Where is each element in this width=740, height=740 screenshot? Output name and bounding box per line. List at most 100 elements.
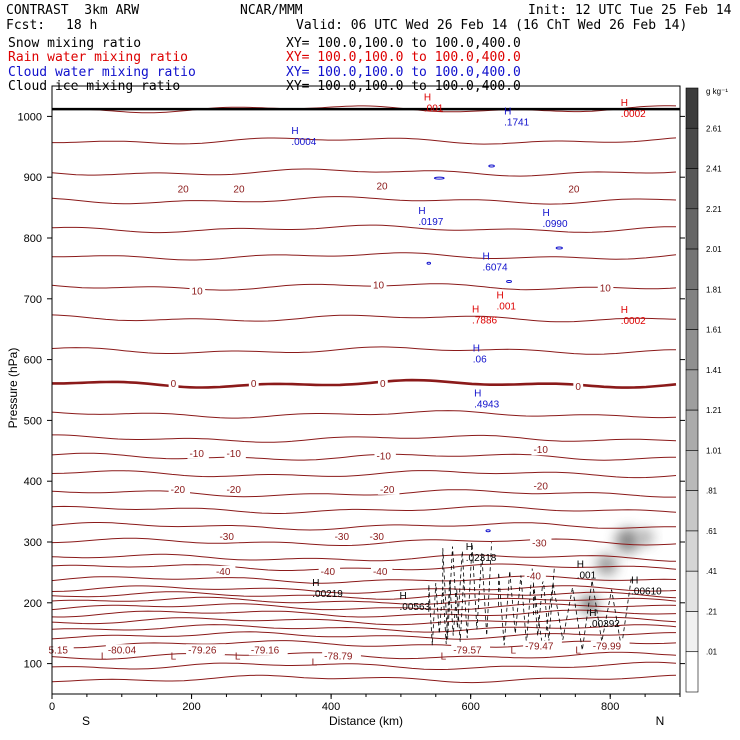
temperature-label: -10 — [226, 449, 241, 460]
colorbar: 2.61 2.41 2.21 2.01 1.81 1.61 1.41 1.21 1.01 .81.… — [685, 87, 722, 693]
isotherm-line — [51, 522, 677, 531]
isotherm-line — [51, 452, 677, 461]
maximum-value-label: .001 — [496, 302, 516, 313]
isotherm-line — [51, 674, 677, 684]
temperature-label-bg — [573, 381, 584, 392]
model-title: CONTRAST 3km ARW — [6, 3, 140, 18]
colorbar-swatch — [685, 530, 699, 572]
isotherm-line — [51, 314, 677, 323]
high-marker: H — [399, 591, 406, 602]
y-tick-label: 700 — [24, 294, 42, 306]
colorbar-label: 1.21 — [706, 406, 722, 415]
temperature-label: 0 — [575, 382, 581, 393]
snow-contour — [498, 566, 555, 646]
temperature-label: -30 — [532, 538, 547, 549]
maximum-value-label: .02318 — [466, 553, 497, 564]
colorbar-swatch — [685, 409, 699, 451]
y-tick-label: 600 — [24, 355, 42, 367]
temperature-label-bg — [590, 640, 630, 652]
high-marker: H — [483, 252, 490, 263]
temperature-label-bg — [531, 444, 553, 456]
contour-label-layer: -80.04 -79.26 -79.16 -78.79 -79.57 -79.47 -79.… — [46, 92, 662, 668]
y-tick-label: 100 — [24, 659, 42, 671]
temperature-label: 10 — [373, 280, 385, 291]
temperature-label: -20 — [226, 485, 241, 496]
temperature-label-bg — [374, 450, 396, 462]
high-marker: H — [621, 98, 628, 109]
colorbar-swatch — [685, 208, 699, 250]
org-label: NCAR/MMM — [240, 3, 303, 18]
maximum-value-label: .0197 — [418, 217, 443, 228]
temperature-label: 20 — [376, 181, 388, 192]
low-marker: L — [441, 651, 447, 662]
isotherm-line — [51, 609, 677, 618]
snow-contour-layer — [428, 542, 632, 652]
temperature-label-bg — [187, 447, 209, 459]
temperature-label-bg — [46, 644, 74, 656]
isotherm-line — [51, 470, 677, 479]
temperature-label-bg — [224, 447, 246, 459]
low-marker: L — [312, 657, 318, 668]
legend-rain: Rain water mixing ratio — [8, 50, 189, 65]
isotherm-layer — [51, 105, 680, 684]
temperature-label-bg — [175, 183, 192, 195]
isotherm-line — [51, 224, 676, 234]
legend-rain-xy: XY= 100.0,100.0 to 100.0,400.0 — [286, 50, 521, 65]
isotherm-line — [51, 537, 677, 546]
colorbar-label: .41 — [706, 567, 718, 576]
high-marker: H — [474, 388, 481, 399]
temperature-label: -30 — [369, 532, 384, 543]
temperature-label: 5.15 — [49, 645, 69, 656]
high-marker: H — [577, 559, 584, 570]
isotherm-line — [52, 252, 677, 261]
colorbar-swatch — [685, 490, 699, 532]
maximum-value-label: .0002 — [621, 316, 646, 327]
temperature-label: -30 — [335, 532, 350, 543]
temperature-label: -10 — [533, 445, 548, 456]
temperature-label: -20 — [533, 482, 548, 493]
temperature-label: 10 — [600, 284, 612, 295]
temperature-label-bg — [248, 377, 259, 389]
y-tick-label: 400 — [24, 476, 42, 488]
colorbar-label: 2.21 — [706, 205, 722, 214]
colorbar-label: 1.81 — [706, 285, 722, 294]
colorbar-swatch — [685, 248, 699, 290]
isotherm-line — [51, 505, 677, 514]
colorbar-swatch — [685, 651, 699, 693]
temperature-label-bg — [105, 644, 145, 656]
temperature-label-bg — [224, 483, 246, 495]
high-marker: H — [418, 206, 425, 217]
temperature-label: -40 — [526, 572, 541, 583]
snow-contour — [533, 578, 632, 652]
maximum-value-label: .00219 — [312, 589, 343, 600]
maximum-value-label: .0004 — [291, 137, 316, 148]
colorbar-label: 1.01 — [706, 446, 722, 455]
forecast-label: Fcst: — [6, 18, 46, 33]
low-marker: L — [510, 645, 516, 656]
maximum-value-label: .7886 — [472, 316, 497, 327]
temperature-label: -79.16 — [251, 645, 280, 656]
temperature-label-bg — [370, 565, 393, 577]
maximum-value-label: .4943 — [474, 399, 499, 410]
isotherm-line — [51, 661, 677, 670]
isotherm-line — [51, 651, 677, 660]
temperature-label: -10 — [376, 451, 391, 462]
colorbar-label: 1.61 — [706, 326, 722, 335]
temperature-label-bg — [318, 565, 341, 577]
x-end-south: S — [82, 714, 90, 728]
temperature-label-bg — [186, 644, 225, 656]
snow-contour — [428, 578, 465, 646]
isotherm-line — [52, 378, 677, 389]
maximum-value-label: .06 — [473, 354, 487, 365]
cloud-water-contour-inner — [506, 279, 512, 283]
temperature-label: -79.47 — [525, 642, 554, 653]
cloud-water-contour-inner — [555, 246, 563, 250]
cloud-water-contour-inner — [485, 529, 491, 533]
temperature-label-bg — [168, 483, 191, 495]
y-tick-label: 500 — [24, 415, 42, 427]
colorbar-swatch — [685, 611, 699, 653]
colorbar-label: .01 — [706, 648, 718, 657]
x-end-north: N — [656, 714, 665, 728]
maximum-value-label: .001 — [577, 570, 597, 581]
colorbar-label: 2.61 — [706, 124, 722, 133]
